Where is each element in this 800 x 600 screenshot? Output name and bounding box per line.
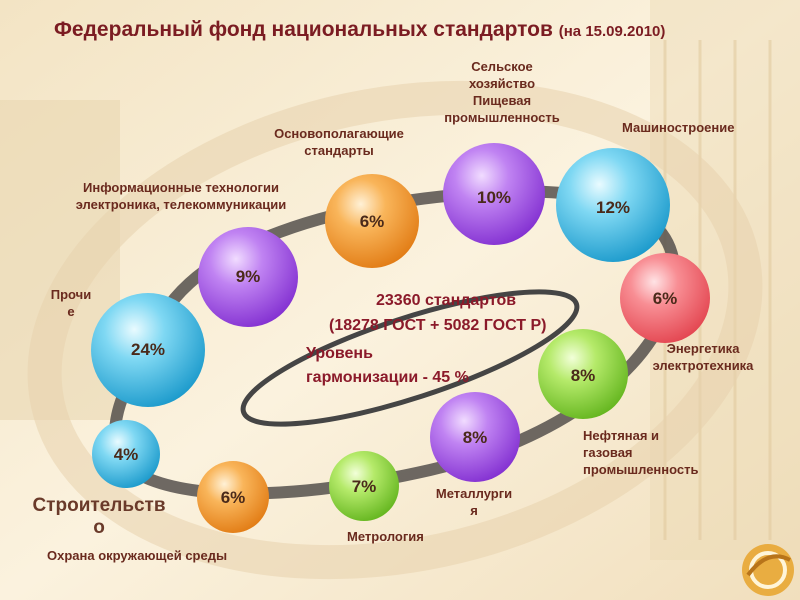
label-line: о xyxy=(93,517,105,538)
label-line: промышленность xyxy=(583,462,699,477)
bubble-osnov xyxy=(325,174,419,268)
label-line: Сельское xyxy=(471,59,533,74)
harmonization-level: гармонизации - 45 % xyxy=(306,369,469,386)
bubble-stroit xyxy=(92,420,160,488)
label-selkhoz: Сельское хозяйство Пищевая промышленност… xyxy=(428,58,576,126)
page-title: Федеральный фонд национальных стандартов… xyxy=(54,18,665,42)
label-line: Пищевая xyxy=(472,93,532,108)
bubble-selkhoz xyxy=(443,143,545,245)
label-line: стандарты xyxy=(304,143,374,158)
title-main: Федеральный фонд национальных стандартов xyxy=(54,18,553,41)
label-neft: Нефтяная и газовая промышленность xyxy=(583,427,733,478)
label-line: Прочи xyxy=(50,287,92,302)
label-stroit: Строительств о xyxy=(26,495,172,539)
label-line: промышленность xyxy=(444,110,560,125)
harmonization-label: Уровень xyxy=(306,345,373,362)
bubble-okhrana xyxy=(197,461,269,533)
label-energ: Энергетика электротехника xyxy=(640,340,766,374)
label-line: е xyxy=(67,304,75,319)
label-line: я xyxy=(470,503,478,518)
bubble-energ xyxy=(620,253,710,343)
label-line: Основополагающие xyxy=(274,126,404,141)
label-line: Нефтяная и xyxy=(583,428,660,443)
label-line: электротехника xyxy=(652,358,754,373)
label-mash: Машиностроение xyxy=(622,120,735,135)
label-metro: Метрология xyxy=(347,529,424,544)
label-line: хозяйство xyxy=(468,76,536,91)
logo-emblem xyxy=(742,544,794,596)
total-standards: 23360 стандартов xyxy=(376,292,517,309)
standards-breakdown: (18278 ГОСТ + 5082 ГОСТ Р) xyxy=(329,317,547,334)
bubble-mash xyxy=(556,148,670,262)
bubble-metro xyxy=(329,451,399,521)
bubble-prochie xyxy=(91,293,205,407)
label-prochie: Прочи е xyxy=(46,286,96,320)
title-date: (на 15.09.2010) xyxy=(558,23,666,40)
label-line: газовая xyxy=(583,445,633,460)
bubble-it xyxy=(198,227,298,327)
bubble-metall xyxy=(430,392,520,482)
label-okhrana: Охрана окружающей среды xyxy=(47,548,228,563)
label-line: Строительств xyxy=(32,495,166,516)
label-line: Металлурги xyxy=(435,486,513,501)
label-line: электроника, телекоммуникации xyxy=(75,197,287,212)
label-line: Информационные технологии xyxy=(83,180,279,195)
label-it: Информационные технологии электроника, т… xyxy=(50,179,312,213)
label-osnov: Основополагающие стандарты xyxy=(258,125,420,159)
label-metall: Металлурги я xyxy=(424,485,524,519)
bubble-neft xyxy=(538,329,628,419)
label-line: Энергетика xyxy=(666,341,740,356)
